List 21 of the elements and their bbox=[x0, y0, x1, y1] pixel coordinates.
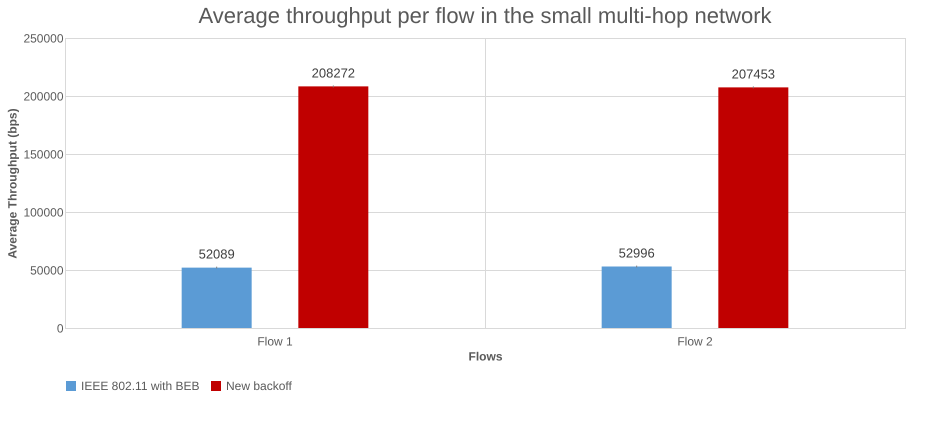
data-label: 52089 bbox=[198, 246, 235, 262]
bar bbox=[602, 266, 672, 328]
x-axis-title: Flows bbox=[468, 350, 503, 364]
y-tick-label: 200000 bbox=[23, 90, 64, 104]
legend-label: New backoff bbox=[226, 379, 292, 393]
legend-label: IEEE 802.11 with BEB bbox=[81, 379, 200, 393]
data-label: 208272 bbox=[312, 65, 356, 80]
bar bbox=[718, 87, 788, 328]
bar bbox=[298, 86, 368, 328]
y-tick-label: 0 bbox=[56, 322, 64, 336]
x-tick-label: Flow 1 bbox=[257, 334, 293, 348]
y-tick-label: 150000 bbox=[23, 148, 64, 162]
x-tick-label: Flow 2 bbox=[677, 334, 713, 348]
y-tick-label: 250000 bbox=[23, 32, 64, 46]
y-axis-title: Average Throughput (bps) bbox=[5, 108, 20, 259]
bar bbox=[182, 268, 252, 328]
data-label: 52996 bbox=[618, 246, 655, 261]
data-label: 207453 bbox=[732, 66, 776, 82]
y-tick-label: 100000 bbox=[23, 206, 64, 220]
y-tick-label: 50000 bbox=[30, 264, 64, 278]
chart-title: Average throughput per flow in the small multi-hop network bbox=[198, 3, 773, 28]
